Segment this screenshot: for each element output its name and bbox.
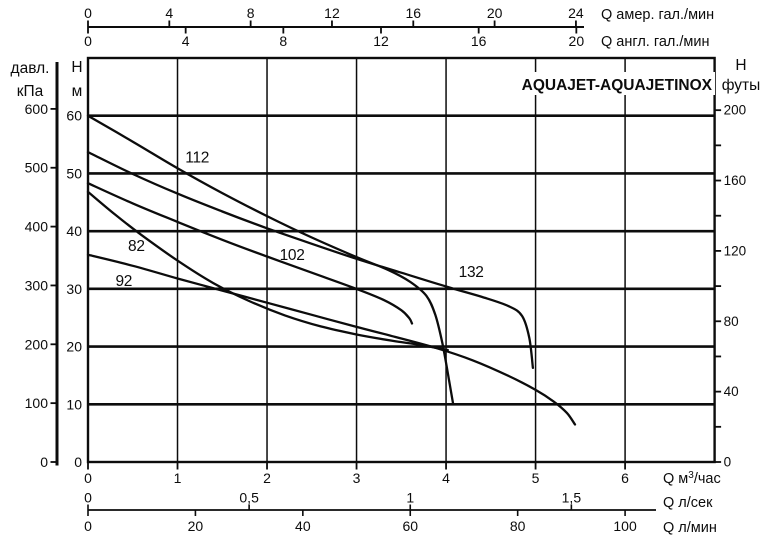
curve-label-82: 82 [128,238,145,255]
lmin-axis-name: Q л/мин [663,520,717,536]
us-gpm-tick-label: 16 [405,5,421,21]
grid-lines [88,58,715,462]
us-gpm-tick-label: 20 [487,5,503,21]
kpa-tick-label: 100 [25,395,49,411]
uk-gpm-tick-label: 0 [84,33,92,49]
chart-title: AQUAJET-AQUAJETINOX [522,77,713,94]
ls-tick-label: 0,5 [239,490,259,506]
m3h-tick-label: 6 [621,470,629,486]
kpa-tick-label: 500 [25,160,49,176]
head-m-tick-label: 0 [74,454,82,470]
lmin-tick-label: 20 [188,518,204,534]
us-gpm-tick-label: 8 [247,5,255,21]
feet-tick-label: 80 [724,314,739,329]
us-gpm-axis-name: Q амер. гал./мин [601,7,714,23]
m3h-tick-label: 1 [174,470,182,486]
head-axis-label-line1: H [71,59,82,76]
head-m-tick-label: 10 [66,396,82,412]
curve-labels: 112 132 102 82 92 [115,149,483,290]
head-m-tick-label: 20 [66,339,82,355]
uk-gpm-tick-label: 20 [569,33,585,49]
feet-tick-label: 120 [724,243,747,258]
lmin-tick-label: 60 [402,518,418,534]
m3h-tick-label: 5 [532,470,540,486]
pump-curve-112 [86,114,455,406]
m3h-tick-label: 3 [353,470,361,486]
lmin-tick-label: 80 [510,518,526,534]
feet-tick-label: 160 [724,173,747,188]
ls-tick-label: 1,5 [562,490,582,506]
uk-gpm-tick-label: 16 [471,33,487,49]
kpa-tick-label: 600 [25,101,49,117]
uk-gpm-tick-label: 8 [279,33,287,49]
head-m-tick-label: 30 [66,281,82,297]
uk-gpm-tick-label: 4 [182,33,190,49]
kpa-tick-label: 0 [40,454,48,470]
kpa-tick-label: 300 [25,277,49,293]
curve-label-102: 102 [280,247,305,264]
head-m-tick-label: 40 [66,223,82,239]
lmin-tick-label: 40 [295,518,311,534]
lmin-tick-label: 100 [613,518,637,534]
axis-ticks: 0 4 8 12 16 20 240 4 8 12 16 200 1 2 3 4 5 60 0,5 1 1,50 20 40… [25,5,746,534]
pump-curve-102 [86,182,414,325]
pump-curve-132 [86,150,535,370]
curve-label-132: 132 [459,264,484,281]
uk-gpm-axis-name: Q англ. гал./мин [601,34,710,50]
pressure-axis-label-line2: кПа [17,83,44,100]
pump-curves [86,114,577,426]
uk-gpm-tick-label: 12 [373,33,389,49]
m3h-tick-label: 4 [442,470,450,486]
kpa-tick-label: 200 [25,336,49,352]
m3h-tick-label: 0 [84,470,92,486]
feet-axis-label-line1: H [735,57,746,74]
pump-curve-82 [86,190,449,352]
curve-label-92: 92 [115,273,132,290]
m3h-axis-name: Q м3/час [663,470,721,487]
feet-tick-label: 40 [724,384,739,399]
feet-axis-label-line2: футы [722,77,761,94]
pump-curve-92 [86,253,577,426]
us-gpm-tick-label: 12 [324,5,340,21]
title-backing [525,72,715,95]
us-gpm-tick-label: 4 [165,5,173,21]
plot-border [86,56,716,464]
ls-axis-name: Q л/сек [663,495,713,511]
curve-label-112: 112 [185,149,209,166]
pressure-axis-label-line1: давл. [11,60,50,77]
head-m-tick-label: 50 [66,165,82,181]
ls-tick-label: 0 [84,490,92,506]
feet-tick-label: 0 [724,455,732,470]
feet-tick-label: 200 [724,103,747,118]
us-gpm-tick-label: 0 [84,5,92,21]
m3h-tick-label: 2 [263,470,271,486]
head-axis-label-line2: м [72,83,83,100]
us-gpm-tick-label: 24 [568,5,584,21]
ls-tick-label: 1 [406,490,414,506]
lmin-tick-label: 0 [84,518,92,534]
kpa-tick-label: 400 [25,219,49,235]
head-m-tick-label: 60 [66,108,82,124]
